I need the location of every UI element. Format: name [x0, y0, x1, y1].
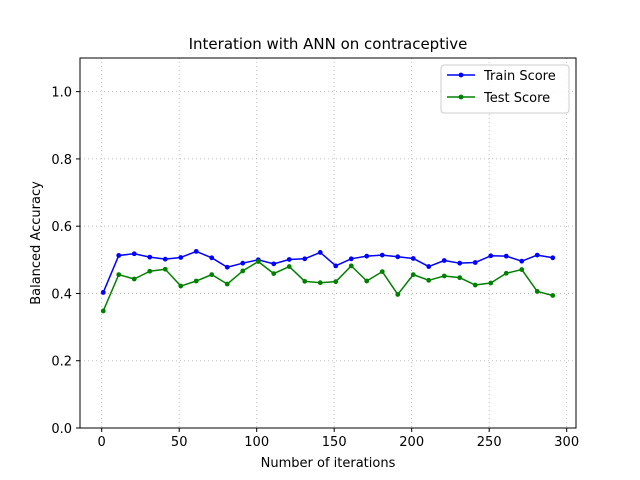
y-tick-label: 0.8 [51, 153, 72, 168]
data-point-test-score [286, 264, 292, 269]
data-point-train-score [224, 264, 230, 270]
data-point-train-score [379, 252, 385, 258]
data-point-train-score [131, 251, 137, 257]
data-point-test-score [519, 267, 525, 272]
data-point-test-score [317, 280, 323, 286]
data-point-test-score [162, 266, 168, 272]
data-point-test-score [348, 263, 354, 269]
grid [80, 58, 576, 429]
data-point-train-score [209, 255, 215, 261]
data-point-train-score [457, 260, 463, 266]
data-point-test-score [395, 292, 401, 297]
legend: Train Score Test Score [440, 64, 570, 114]
data-point-test-score [379, 269, 385, 274]
data-point-train-score [100, 290, 106, 295]
data-point-test-score [302, 278, 308, 284]
x-tick-label: 250 [477, 435, 502, 450]
data-point-test-score [472, 282, 478, 288]
data-point-train-score [488, 253, 494, 259]
data-point-train-score [519, 258, 525, 264]
legend-label-train: Train Score [483, 69, 556, 84]
x-tick-label: 300 [554, 435, 579, 450]
data-point-train-score [364, 253, 370, 259]
data-point-test-score [457, 275, 463, 281]
legend-box [440, 64, 570, 114]
data-point-train-score [193, 249, 199, 254]
data-point-test-score [550, 293, 556, 298]
x-tick-label: 150 [322, 435, 347, 450]
chart-title: Interation with ANN on contraceptive [189, 35, 468, 53]
data-point-train-score [286, 257, 292, 262]
data-point-train-score [116, 253, 122, 258]
data-point-test-score [534, 289, 540, 294]
data-point-test-score [100, 308, 106, 314]
x-tick-label: 200 [399, 435, 424, 450]
data-point-test-score [116, 272, 122, 278]
data-point-train-score [550, 255, 556, 261]
legend-marker-train [458, 72, 464, 78]
data-point-test-score [131, 276, 137, 282]
data-point-test-score [364, 278, 370, 284]
data-point-test-score [255, 259, 261, 264]
y-tick-label: 1.0 [51, 86, 72, 101]
y-axis-label: Balanced Accuracy [29, 181, 44, 305]
x-tick-label: 50 [171, 435, 188, 450]
x-axis-label: Number of iterations [261, 456, 396, 471]
data-point-train-score [348, 256, 354, 262]
data-point-train-score [410, 256, 416, 261]
series-line-test-score [102, 260, 553, 312]
data-point-train-score [472, 260, 478, 265]
data-point-test-score [503, 270, 509, 276]
data-point-test-score [441, 273, 447, 279]
data-point-train-score [503, 253, 509, 259]
data-point-test-score [193, 278, 199, 284]
data-point-test-score [333, 279, 339, 285]
data-point-test-score [271, 271, 277, 277]
data-point-train-score [317, 250, 323, 255]
y-tick-label: 0.6 [51, 220, 72, 235]
legend-marker-test [458, 94, 464, 100]
data-point-test-score [426, 277, 432, 283]
ticks: 0 50 100 150 200 250 300 0.0 0.2 0.4 0.6 0.8 1.0 [51, 86, 579, 450]
data-point-test-score [224, 281, 230, 287]
data-point-train-score [240, 260, 246, 266]
legend-label-test: Test Score [483, 91, 550, 106]
data-point-test-score [488, 280, 494, 286]
plot-frame [79, 57, 577, 429]
data-point-train-score [302, 256, 308, 262]
data-point-test-score [209, 272, 215, 278]
data-point-test-score [240, 268, 246, 274]
data-point-train-score [271, 261, 277, 267]
data-point-train-score [395, 254, 401, 260]
x-tick-label: 0 [98, 435, 106, 450]
y-tick-label: 0.4 [51, 287, 72, 302]
data-point-test-score [410, 272, 416, 278]
data-point-train-score [178, 255, 184, 260]
series-layer [100, 249, 556, 314]
data-point-train-score [333, 263, 339, 269]
series-line-train-score [102, 250, 553, 293]
data-point-train-score [426, 264, 432, 269]
y-tick-label: 0.2 [51, 355, 72, 370]
data-point-train-score [534, 252, 540, 258]
y-tick-label: 0.0 [51, 422, 72, 437]
data-point-test-score [147, 268, 153, 274]
data-point-train-score [441, 258, 447, 263]
data-point-train-score [162, 256, 168, 262]
data-point-test-score [178, 283, 184, 289]
x-tick-label: 100 [244, 435, 269, 450]
data-point-train-score [147, 254, 153, 260]
